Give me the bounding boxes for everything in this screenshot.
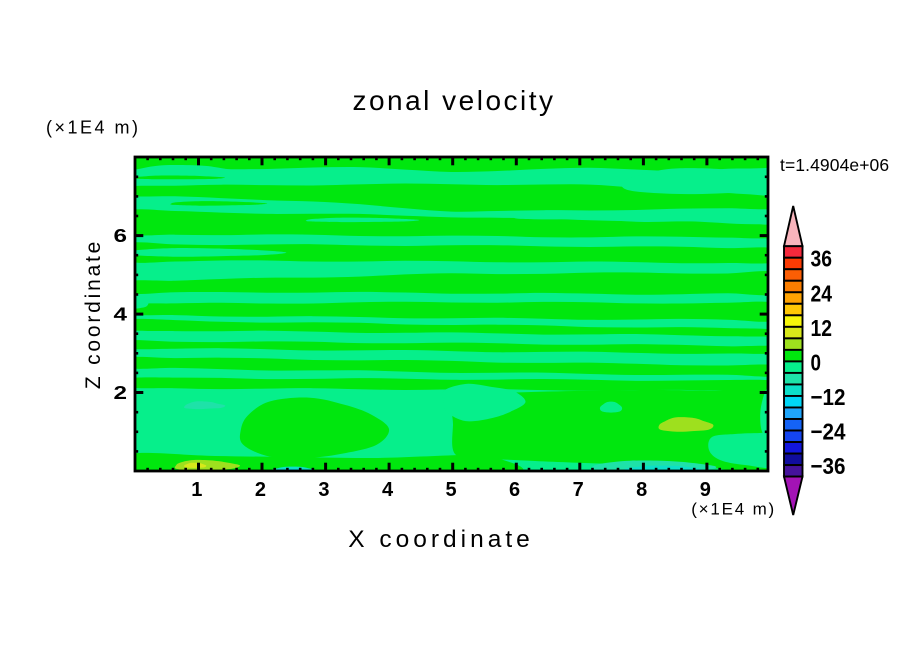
svg-text:7: 7 (573, 479, 584, 501)
svg-text:(×1E4 m): (×1E4 m) (691, 500, 776, 519)
svg-text:Z coordinate: Z coordinate (82, 239, 105, 389)
svg-text:zonal velocity: zonal velocity (352, 85, 555, 116)
svg-text:2: 2 (255, 479, 266, 501)
svg-text:12: 12 (811, 315, 833, 341)
svg-text:0: 0 (811, 349, 822, 375)
svg-text:−24: −24 (811, 419, 846, 445)
svg-text:2: 2 (114, 382, 128, 403)
svg-text:(×1E4 m): (×1E4 m) (46, 118, 141, 138)
svg-text:t=1.4904e+06: t=1.4904e+06 (780, 155, 889, 175)
svg-text:4: 4 (382, 479, 394, 501)
svg-text:1: 1 (191, 479, 202, 501)
svg-text:24: 24 (811, 280, 833, 306)
svg-text:4: 4 (114, 304, 128, 325)
svg-text:−12: −12 (811, 384, 846, 410)
svg-text:X coordinate: X coordinate (348, 526, 534, 553)
svg-text:6: 6 (114, 225, 128, 246)
svg-text:6: 6 (509, 479, 520, 501)
svg-text:−36: −36 (811, 453, 846, 479)
svg-text:8: 8 (636, 479, 647, 501)
svg-text:3: 3 (318, 479, 329, 501)
svg-text:36: 36 (811, 246, 833, 272)
svg-text:9: 9 (700, 479, 711, 501)
svg-text:5: 5 (445, 479, 456, 501)
